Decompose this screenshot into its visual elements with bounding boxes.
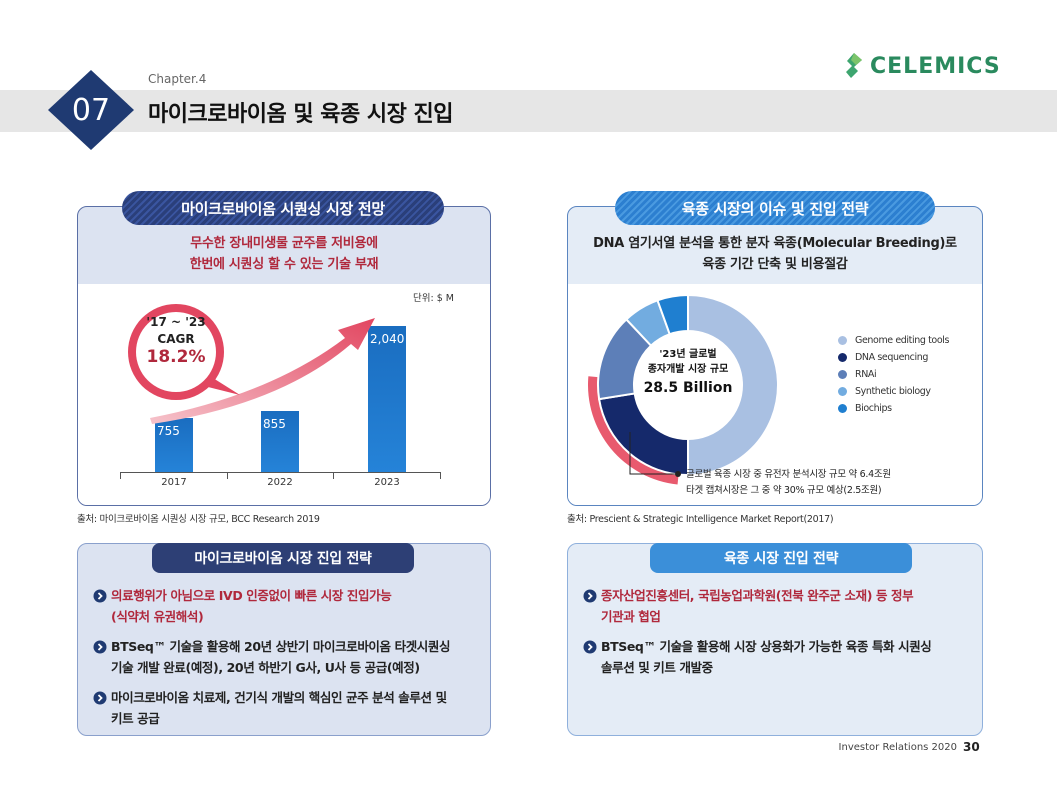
donut-slice-biochips [656, 293, 689, 336]
chapter-label: Chapter.4 [148, 72, 207, 86]
breeding-issues-subtitle-1: DNA 염기서열 분석을 통한 분자 육종(Molecular Breeding… [593, 236, 957, 251]
celemics-logo-icon [846, 53, 862, 78]
x-tick-mark [120, 472, 121, 479]
donut-center-value: 28.5 Billion [643, 380, 733, 396]
growth-arrow [150, 318, 375, 424]
breeding-note-line2: 타겟 캡쳐시장은 그 중 약 30% 규모 예상(2.5조원) [686, 485, 882, 496]
chapter-number-diamond: 07 [48, 70, 134, 150]
cagr-period: '17 ~ '23 [146, 315, 206, 329]
chevron-right-circle-icon [583, 589, 597, 603]
bar-value-label: 755 [157, 423, 180, 438]
bullet-line: BTSeq™ 기술을 활용해 시장 상용화가 가능한 육종 특화 시퀀싱 [601, 639, 932, 654]
legend-label: RNAi [855, 369, 877, 380]
legend-label: Synthetic biology [855, 386, 931, 397]
bullet-item: 의료행위가 아님으로 IVD 인증없이 빠른 시장 진입가능 (식약처 유권해석) [93, 585, 483, 627]
legend-swatch [838, 353, 847, 362]
x-tick-mark [333, 472, 334, 479]
chapter-number: 07 [72, 93, 110, 128]
bar-value-label: 2,040 [370, 332, 405, 346]
breeding-strategy-panel [567, 543, 983, 736]
legend-label: Biochips [855, 403, 892, 414]
bullet-line: 의료행위가 아님으로 IVD 인증없이 빠른 시장 진입가능 [111, 588, 392, 603]
bar-2017 [155, 417, 193, 472]
seed-market-donut-chart [588, 293, 779, 485]
legend-item: Synthetic biology [838, 386, 931, 397]
legend-item: RNAi [838, 369, 877, 380]
chevron-right-circle-icon [583, 640, 597, 654]
title-band [0, 90, 1057, 132]
microbiome-outlook-title: 마이크로바이옴 시퀀싱 시장 전망 [122, 191, 444, 225]
bullet-line: 기술 개발 완료(예정), 20년 하반기 G사, U사 등 공급(예정) [111, 660, 420, 675]
logo-text: CELEMICS [870, 53, 1001, 79]
legend-label: DNA sequencing [855, 352, 928, 363]
chevron-right-circle-icon [93, 640, 107, 654]
microbiome-strategy-list: 의료행위가 아님으로 IVD 인증없이 빠른 시장 진입가능 (식약처 유권해석)… [93, 585, 483, 738]
legend-swatch [838, 387, 847, 396]
donut-center-line1: '23년 글로벌 [659, 349, 717, 360]
breeding-issues-source: 출처: Prescient & Strategic Intelligence M… [567, 514, 834, 525]
bullet-line: BTSeq™ 기술을 활용해 20년 상반기 마이크로바이옴 타겟시퀀싱 [111, 639, 451, 654]
x-axis [120, 472, 440, 473]
legend-item: Genome editing tools [838, 335, 949, 346]
x-tick-label: 2017 [161, 477, 187, 488]
bar-2022 [261, 410, 299, 472]
microbiome-outlook-subtitle-2: 한번에 시퀀싱 할 수 있는 기술 부재 [189, 257, 379, 272]
chevron-right-circle-icon [93, 691, 107, 705]
legend-swatch [838, 370, 847, 379]
legend-item: DNA sequencing [838, 352, 928, 363]
microbiome-strategy-panel [77, 543, 491, 736]
bullet-line: 종자산업진흥센터, 국립농업과학원(전북 완주군 소재) 등 정부 [601, 588, 914, 603]
celemics-logo: CELEMICS [842, 52, 1001, 80]
x-tick-mark [227, 472, 228, 479]
footer-text: Investor Relations 2020 [838, 742, 957, 753]
cagr-label: CAGR [157, 332, 195, 346]
bar-2023 [368, 326, 406, 472]
x-tick-label: 2022 [267, 477, 293, 488]
x-tick-mark [440, 472, 441, 479]
page-number: 30 [963, 740, 980, 754]
bullet-line: 키트 공급 [111, 711, 160, 726]
microbiome-outlook-subtitle-1: 무수한 장내미생물 균주를 저비용에 [190, 236, 378, 251]
bullet-line: 마이크로바이옴 치료제, 건기식 개발의 핵심인 균주 분석 솔루션 및 [111, 690, 447, 705]
bullet-line: 솔루션 및 키트 개발중 [601, 660, 713, 675]
x-tick-label: 2023 [374, 477, 400, 488]
chart-unit: 단위: $ M [413, 293, 454, 304]
bullet-line: (식약처 유권해석) [111, 609, 204, 624]
bullet-line: 기관과 협업 [601, 609, 661, 624]
breeding-issues-title: 육종 시장의 이슈 및 진입 전략 [615, 191, 935, 225]
breeding-strategy-title: 육종 시장 진입 전략 [650, 543, 912, 573]
breeding-note-line1: 글로벌 육종 시장 중 유전자 분석시장 규모 약 6.4조원 [686, 469, 891, 480]
bullet-text: 의료행위가 아님으로 IVD 인증없이 빠른 시장 진입가능 (식약처 유권해석) [111, 585, 392, 627]
breeding-issues-subtitle-2: 육종 기간 단축 및 비용절감 [702, 257, 848, 272]
bar-value-label: 855 [263, 416, 286, 431]
microbiome-strategy-title: 마이크로바이옴 시장 진입 전략 [152, 543, 414, 573]
page-title: 마이크로바이옴 및 육종 시장 진입 [148, 102, 454, 127]
donut-center-line2: 종자개발 시장 규모 [647, 364, 729, 375]
cagr-bubble [128, 304, 240, 400]
legend-swatch [838, 336, 847, 345]
donut-slice-genome-editing-tools [687, 293, 779, 477]
cagr-value: 18.2% [146, 347, 206, 367]
note-connector [629, 432, 681, 477]
chevron-right-circle-icon [93, 589, 107, 603]
legend-label: Genome editing tools [855, 335, 950, 346]
legend-item: Biochips [838, 403, 892, 414]
microbiome-outlook-source: 출처: 마이크로바이옴 시퀀싱 시장 규모, BCC Research 2019 [77, 514, 320, 525]
legend-swatch [838, 404, 847, 413]
